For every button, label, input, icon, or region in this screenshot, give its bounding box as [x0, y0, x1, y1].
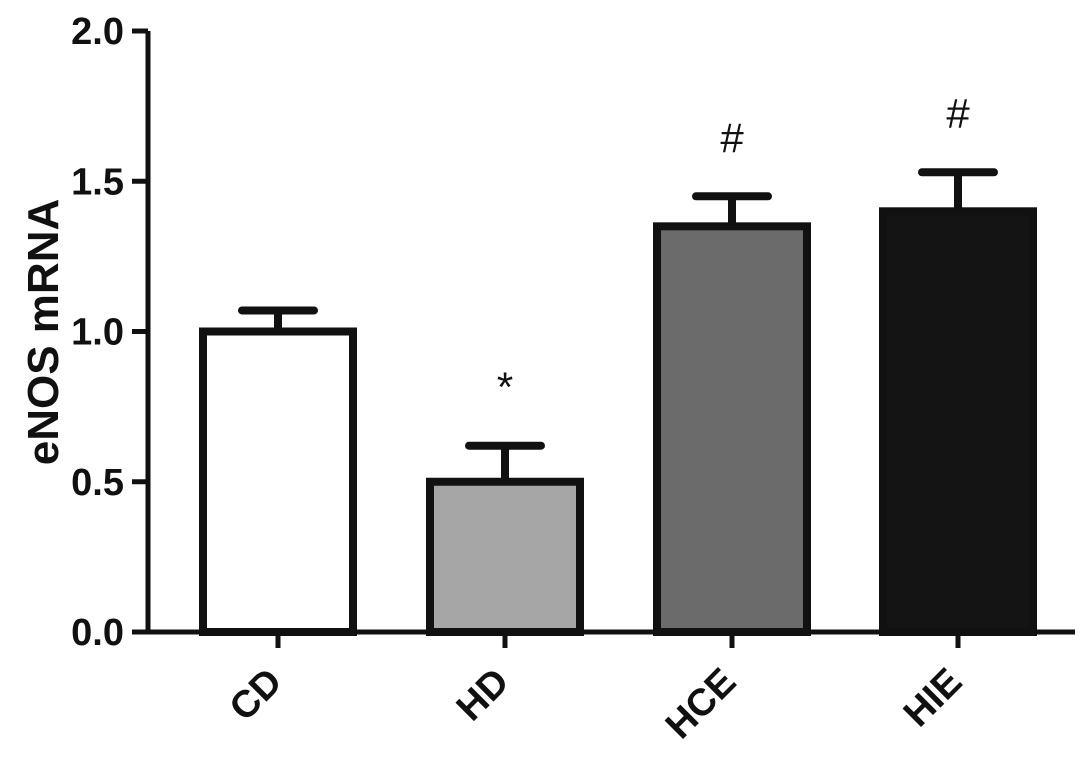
bar-cd	[199, 327, 357, 636]
bar-hce	[653, 222, 811, 636]
y-tick-label: 0.5	[71, 462, 124, 504]
y-tick-label: 1.5	[71, 161, 124, 203]
x-tick-label-cd: CD	[222, 661, 291, 730]
y-tick-label: 0.0	[71, 612, 124, 654]
x-tick-label-hce: HCE	[658, 661, 744, 747]
y-tick-label: 2.0	[71, 11, 124, 53]
annotation-hd: *	[497, 364, 513, 411]
annotation-hie: #	[946, 90, 970, 137]
bar-hd	[426, 477, 584, 636]
annotation-hce: #	[720, 114, 744, 161]
x-tick-label-hd: HD	[449, 661, 518, 730]
y-axis-title: eNOS mRNA	[19, 199, 68, 466]
x-tick-label-hie: HIE	[896, 661, 971, 736]
y-tick-label: 1.0	[71, 312, 124, 354]
bar-hie	[879, 207, 1037, 637]
